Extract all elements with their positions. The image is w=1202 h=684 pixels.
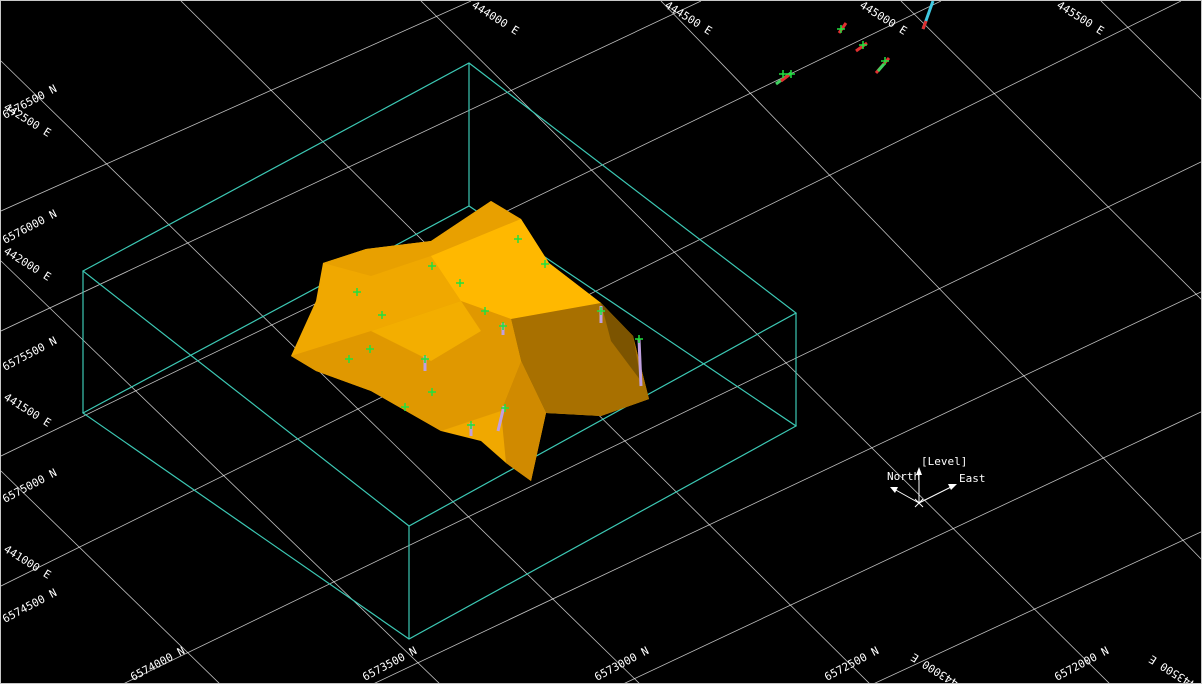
- easting-labels-top: 444000 E 444500 E 445000 E 445500 E: [469, 1, 1106, 38]
- model-bounding-box: [81, 62, 798, 640]
- northing-label-6572500: 6572500 N: [822, 644, 881, 683]
- north-label: North: [887, 470, 920, 483]
- east-label: East: [959, 472, 986, 485]
- northing-label-6576000: 6576000 N: [1, 207, 59, 246]
- northing-label-6573000: 6573000 N: [592, 644, 651, 683]
- easting-label-441000: 441000 E: [1, 543, 53, 582]
- easting-label-442000: 442000 E: [1, 245, 53, 284]
- easting-label-441500: 441500 E: [1, 391, 53, 430]
- northing-label-6574500: 6574500 N: [1, 586, 59, 625]
- orientation-gizmo: [Level] North East: [887, 455, 986, 508]
- collar-markers[interactable]: [345, 25, 889, 429]
- orebody-solid[interactable]: [291, 201, 649, 481]
- northing-label-6575500: 6575500 N: [1, 334, 59, 373]
- northing-label-6574000: 6574000 N: [128, 644, 187, 683]
- northing-label-6573500: 6573500 N: [360, 644, 419, 683]
- easting-label-444500: 444500 E: [662, 1, 714, 38]
- easting-labels-bottom-right: 443000 E 443500 E: [909, 650, 1199, 684]
- easting-label-445000: 445000 E: [857, 1, 909, 38]
- northing-labels-bottom: 6574000 N 6573500 N 6573000 N 6572500 N …: [128, 644, 1111, 683]
- easting-label-443500: 443500 E: [1147, 652, 1199, 684]
- northing-label-6572000: 6572000 N: [1052, 644, 1111, 683]
- level-label: [Level]: [921, 455, 967, 468]
- easting-label-444000: 444000 E: [469, 1, 521, 38]
- easting-label-445500: 445500 E: [1054, 1, 1106, 38]
